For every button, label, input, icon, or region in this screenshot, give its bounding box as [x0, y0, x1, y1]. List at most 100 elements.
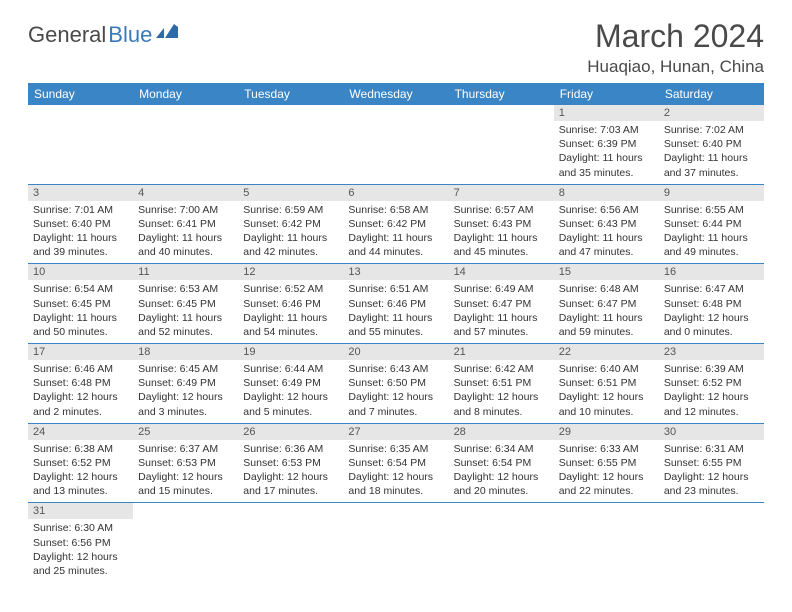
weekday-row: SundayMondayTuesdayWednesdayThursdayFrid…: [28, 83, 764, 105]
sunset-line: Sunset: 6:46 PM: [348, 297, 443, 311]
day-details: Sunrise: 6:51 AMSunset: 6:46 PMDaylight:…: [343, 280, 448, 343]
day-number: 17: [28, 344, 133, 360]
calendar-row: 3Sunrise: 7:01 AMSunset: 6:40 PMDaylight…: [28, 184, 764, 264]
day-cell-empty: [343, 105, 448, 184]
sunset-line: Sunset: 6:41 PM: [138, 217, 233, 231]
sunset-line: Sunset: 6:49 PM: [138, 376, 233, 390]
daylight-line: Daylight: 11 hours and 55 minutes.: [348, 311, 443, 339]
daylight-line: Daylight: 11 hours and 49 minutes.: [664, 231, 759, 259]
day-cell-27: 27Sunrise: 6:35 AMSunset: 6:54 PMDayligh…: [343, 423, 448, 503]
day-cell-10: 10Sunrise: 6:54 AMSunset: 6:45 PMDayligh…: [28, 264, 133, 344]
daylight-line: Daylight: 12 hours and 12 minutes.: [664, 390, 759, 418]
daylight-line: Daylight: 11 hours and 40 minutes.: [138, 231, 233, 259]
sunset-line: Sunset: 6:43 PM: [454, 217, 549, 231]
day-details: Sunrise: 6:34 AMSunset: 6:54 PMDaylight:…: [449, 440, 554, 503]
day-cell-11: 11Sunrise: 6:53 AMSunset: 6:45 PMDayligh…: [133, 264, 238, 344]
day-details: Sunrise: 6:35 AMSunset: 6:54 PMDaylight:…: [343, 440, 448, 503]
day-details: Sunrise: 7:02 AMSunset: 6:40 PMDaylight:…: [659, 121, 764, 184]
day-cell-1: 1Sunrise: 7:03 AMSunset: 6:39 PMDaylight…: [554, 105, 659, 184]
day-details: Sunrise: 6:33 AMSunset: 6:55 PMDaylight:…: [554, 440, 659, 503]
day-number: 10: [28, 264, 133, 280]
sunset-line: Sunset: 6:40 PM: [664, 137, 759, 151]
day-cell-21: 21Sunrise: 6:42 AMSunset: 6:51 PMDayligh…: [449, 344, 554, 424]
weekday-sunday: Sunday: [28, 83, 133, 105]
sunset-line: Sunset: 6:50 PM: [348, 376, 443, 390]
day-details: Sunrise: 6:43 AMSunset: 6:50 PMDaylight:…: [343, 360, 448, 423]
logo-text-blue: Blue: [108, 22, 152, 48]
sunrise-line: Sunrise: 6:52 AM: [243, 282, 338, 296]
day-number: 2: [659, 105, 764, 121]
sunrise-line: Sunrise: 6:56 AM: [559, 203, 654, 217]
day-cell-24: 24Sunrise: 6:38 AMSunset: 6:52 PMDayligh…: [28, 423, 133, 503]
sunrise-line: Sunrise: 6:48 AM: [559, 282, 654, 296]
sunset-line: Sunset: 6:51 PM: [454, 376, 549, 390]
sunrise-line: Sunrise: 7:00 AM: [138, 203, 233, 217]
sunrise-line: Sunrise: 6:44 AM: [243, 362, 338, 376]
calendar-table: SundayMondayTuesdayWednesdayThursdayFrid…: [28, 83, 764, 582]
weekday-wednesday: Wednesday: [343, 83, 448, 105]
calendar-row: 1Sunrise: 7:03 AMSunset: 6:39 PMDaylight…: [28, 105, 764, 184]
daylight-line: Daylight: 11 hours and 59 minutes.: [559, 311, 654, 339]
day-cell-empty: [659, 503, 764, 582]
day-cell-13: 13Sunrise: 6:51 AMSunset: 6:46 PMDayligh…: [343, 264, 448, 344]
daylight-line: Daylight: 12 hours and 25 minutes.: [33, 550, 128, 578]
sunset-line: Sunset: 6:55 PM: [664, 456, 759, 470]
day-number: 1: [554, 105, 659, 121]
header: GeneralBlue March 2024 Huaqiao, Hunan, C…: [28, 18, 764, 77]
sunrise-line: Sunrise: 6:45 AM: [138, 362, 233, 376]
daylight-line: Daylight: 11 hours and 39 minutes.: [33, 231, 128, 259]
day-cell-9: 9Sunrise: 6:55 AMSunset: 6:44 PMDaylight…: [659, 184, 764, 264]
daylight-line: Daylight: 11 hours and 54 minutes.: [243, 311, 338, 339]
day-cell-empty: [133, 503, 238, 582]
sunrise-line: Sunrise: 6:43 AM: [348, 362, 443, 376]
sunset-line: Sunset: 6:49 PM: [243, 376, 338, 390]
weekday-thursday: Thursday: [449, 83, 554, 105]
sunrise-line: Sunrise: 7:03 AM: [559, 123, 654, 137]
day-number: 14: [449, 264, 554, 280]
sunset-line: Sunset: 6:54 PM: [454, 456, 549, 470]
daylight-line: Daylight: 12 hours and 10 minutes.: [559, 390, 654, 418]
weekday-monday: Monday: [133, 83, 238, 105]
day-number: 7: [449, 185, 554, 201]
sunset-line: Sunset: 6:46 PM: [243, 297, 338, 311]
day-number: 23: [659, 344, 764, 360]
day-cell-2: 2Sunrise: 7:02 AMSunset: 6:40 PMDaylight…: [659, 105, 764, 184]
sunset-line: Sunset: 6:48 PM: [664, 297, 759, 311]
day-details: Sunrise: 6:38 AMSunset: 6:52 PMDaylight:…: [28, 440, 133, 503]
logo: GeneralBlue: [28, 22, 182, 48]
day-cell-empty: [449, 105, 554, 184]
day-number: 11: [133, 264, 238, 280]
sunrise-line: Sunrise: 6:39 AM: [664, 362, 759, 376]
sunset-line: Sunset: 6:42 PM: [243, 217, 338, 231]
day-number: 9: [659, 185, 764, 201]
day-cell-empty: [133, 105, 238, 184]
daylight-line: Daylight: 12 hours and 18 minutes.: [348, 470, 443, 498]
day-cell-22: 22Sunrise: 6:40 AMSunset: 6:51 PMDayligh…: [554, 344, 659, 424]
calendar-row: 24Sunrise: 6:38 AMSunset: 6:52 PMDayligh…: [28, 423, 764, 503]
daylight-line: Daylight: 12 hours and 2 minutes.: [33, 390, 128, 418]
sunset-line: Sunset: 6:40 PM: [33, 217, 128, 231]
day-details: Sunrise: 6:49 AMSunset: 6:47 PMDaylight:…: [449, 280, 554, 343]
day-cell-29: 29Sunrise: 6:33 AMSunset: 6:55 PMDayligh…: [554, 423, 659, 503]
sunrise-line: Sunrise: 6:46 AM: [33, 362, 128, 376]
day-number: 25: [133, 424, 238, 440]
day-details: Sunrise: 6:30 AMSunset: 6:56 PMDaylight:…: [28, 519, 133, 582]
daylight-line: Daylight: 12 hours and 22 minutes.: [559, 470, 654, 498]
day-details: Sunrise: 6:31 AMSunset: 6:55 PMDaylight:…: [659, 440, 764, 503]
day-number: 4: [133, 185, 238, 201]
daylight-line: Daylight: 11 hours and 42 minutes.: [243, 231, 338, 259]
day-cell-15: 15Sunrise: 6:48 AMSunset: 6:47 PMDayligh…: [554, 264, 659, 344]
sunset-line: Sunset: 6:54 PM: [348, 456, 443, 470]
day-details: Sunrise: 6:45 AMSunset: 6:49 PMDaylight:…: [133, 360, 238, 423]
day-details: Sunrise: 6:58 AMSunset: 6:42 PMDaylight:…: [343, 201, 448, 264]
sunrise-line: Sunrise: 6:30 AM: [33, 521, 128, 535]
sunset-line: Sunset: 6:43 PM: [559, 217, 654, 231]
day-details: Sunrise: 6:46 AMSunset: 6:48 PMDaylight:…: [28, 360, 133, 423]
sunset-line: Sunset: 6:55 PM: [559, 456, 654, 470]
day-cell-16: 16Sunrise: 6:47 AMSunset: 6:48 PMDayligh…: [659, 264, 764, 344]
logo-text-general: General: [28, 22, 106, 48]
day-number: 31: [28, 503, 133, 519]
sunset-line: Sunset: 6:53 PM: [243, 456, 338, 470]
day-details: Sunrise: 6:36 AMSunset: 6:53 PMDaylight:…: [238, 440, 343, 503]
day-details: Sunrise: 7:03 AMSunset: 6:39 PMDaylight:…: [554, 121, 659, 184]
